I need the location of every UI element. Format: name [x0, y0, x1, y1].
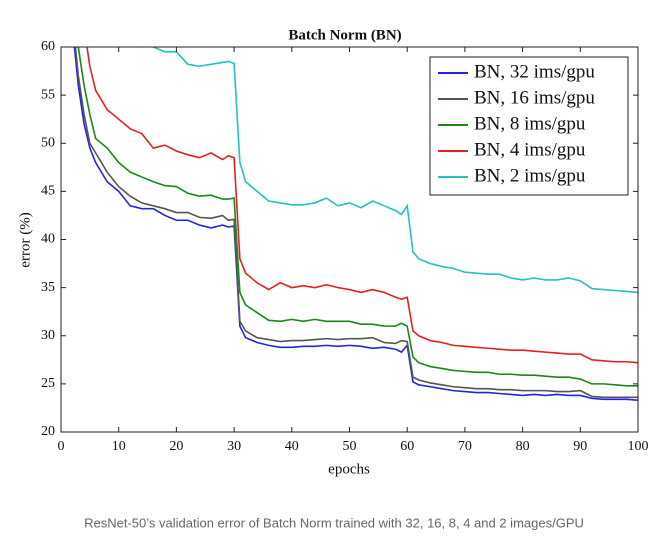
y-tick-label: 50: [41, 135, 55, 150]
x-tick-label: 30: [227, 439, 241, 454]
x-tick-label: 0: [58, 439, 65, 454]
x-tick-label: 10: [112, 439, 126, 454]
series-line: [77, 47, 638, 387]
y-tick-label: 45: [41, 184, 55, 199]
x-axis-label: epochs: [328, 461, 370, 477]
y-tick-label: 35: [41, 280, 55, 295]
y-tick-label: 60: [41, 39, 55, 54]
series-line: [86, 47, 638, 364]
series-line: [74, 47, 638, 399]
plot-lines: [73, 47, 638, 402]
y-tick-label: 25: [41, 376, 55, 391]
y-axis-label: error (%): [17, 212, 33, 267]
legend-label: BN, 8 ims/gpu: [474, 113, 586, 134]
y-tick-label: 20: [41, 424, 55, 439]
x-tick-label: 60: [400, 439, 414, 454]
x-tick-label: 90: [573, 439, 587, 454]
series-line: [73, 47, 638, 402]
y-tick-label: 30: [41, 328, 55, 343]
legend-label: BN, 4 ims/gpu: [474, 139, 586, 160]
x-tick-label: 40: [285, 439, 299, 454]
x-tick-label: 80: [516, 439, 530, 454]
y-tick-label: 55: [41, 87, 55, 102]
legend-label: BN, 32 ims/gpu: [474, 61, 595, 82]
caption: ResNet-50’s validation error of Batch No…: [84, 515, 584, 530]
y-tick-label: 40: [41, 232, 55, 247]
legend-label: BN, 2 ims/gpu: [474, 165, 586, 186]
chart-title: Batch Norm (BN): [288, 27, 401, 43]
x-tick-label: 70: [458, 439, 472, 454]
x-tick-label: 100: [628, 439, 649, 454]
legend-label: BN, 16 ims/gpu: [474, 87, 595, 108]
series-line: [151, 47, 638, 294]
x-tick-label: 50: [343, 439, 357, 454]
x-tick-label: 20: [169, 439, 183, 454]
